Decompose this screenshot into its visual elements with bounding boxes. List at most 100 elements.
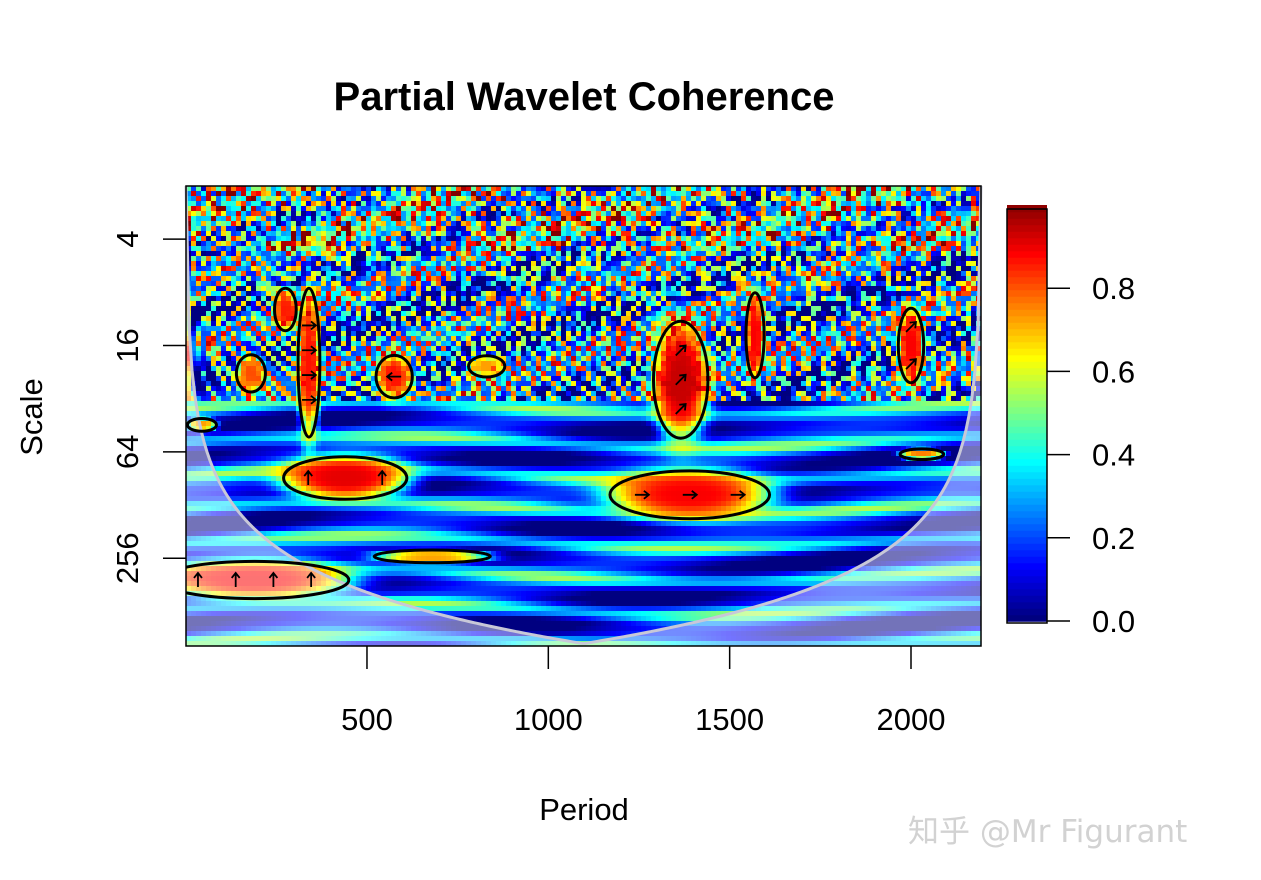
heatmap-cell xyxy=(666,296,672,302)
heatmap-cell xyxy=(571,196,577,202)
heatmap-cell xyxy=(756,286,762,292)
heatmap-cell xyxy=(336,286,342,292)
heatmap-cell xyxy=(556,271,562,277)
heatmap-cell xyxy=(656,271,662,277)
heatmap-cell xyxy=(636,221,642,227)
heatmap-cell xyxy=(611,196,617,202)
heatmap-cell xyxy=(566,321,572,327)
heatmap-cell xyxy=(901,236,907,242)
heatmap-cell xyxy=(371,316,377,322)
heatmap-cell xyxy=(491,236,497,242)
heatmap-cell xyxy=(401,331,407,337)
heatmap-cell xyxy=(306,191,312,197)
heatmap-cell xyxy=(531,186,537,192)
heatmap-cell xyxy=(721,256,727,262)
heatmap-cell xyxy=(591,266,597,272)
heatmap-cell xyxy=(431,206,437,212)
heatmap-cell xyxy=(611,261,617,267)
heatmap-cell xyxy=(476,246,482,252)
heatmap-cell xyxy=(536,201,542,207)
heatmap-cell xyxy=(686,281,692,287)
heatmap-cell xyxy=(361,246,367,252)
heatmap-cell xyxy=(206,236,212,242)
heatmap-cell xyxy=(321,246,327,252)
heatmap-cell xyxy=(791,221,797,227)
heatmap-cell xyxy=(421,281,427,287)
heatmap-cell xyxy=(351,316,357,322)
heatmap-cell xyxy=(391,221,397,227)
heatmap-cell xyxy=(496,201,502,207)
heatmap-cell xyxy=(646,331,652,337)
heatmap-cell xyxy=(971,321,977,327)
heatmap-cell xyxy=(281,251,287,257)
heatmap-cell xyxy=(206,231,212,237)
heatmap-cell xyxy=(661,291,667,297)
heatmap-cell xyxy=(941,301,947,307)
heatmap-cell xyxy=(601,206,607,212)
heatmap-cell xyxy=(881,186,887,192)
heatmap-cell xyxy=(611,226,617,232)
heatmap-cell xyxy=(821,221,827,227)
heatmap-cell xyxy=(221,336,227,342)
heatmap-cell xyxy=(796,281,802,287)
heatmap-cell xyxy=(746,326,752,332)
heatmap-cell xyxy=(851,266,857,272)
heatmap-cell xyxy=(856,266,862,272)
heatmap-cell xyxy=(861,266,867,272)
heatmap-cell xyxy=(646,336,652,342)
heatmap-cell xyxy=(971,211,977,217)
heatmap-cell xyxy=(896,201,902,207)
heatmap-cell xyxy=(731,191,737,197)
heatmap-cell xyxy=(511,311,517,317)
heatmap-cell xyxy=(956,291,962,297)
heatmap-cell xyxy=(456,216,462,222)
heatmap-cell xyxy=(426,266,432,272)
heatmap-cell xyxy=(586,196,592,202)
heatmap-cell xyxy=(211,306,217,312)
heatmap-cell xyxy=(771,216,777,222)
heatmap-cell xyxy=(401,316,407,322)
heatmap-cell xyxy=(431,241,437,247)
heatmap-cell xyxy=(436,321,442,327)
heatmap-cell xyxy=(971,246,977,252)
heatmap-cell xyxy=(336,306,342,312)
heatmap-cell xyxy=(346,331,352,337)
heatmap-cell xyxy=(771,331,777,337)
heatmap-cell xyxy=(931,206,937,212)
heatmap-cell xyxy=(356,281,362,287)
heatmap-cell xyxy=(781,266,787,272)
heatmap-cell xyxy=(646,246,652,252)
heatmap-cell xyxy=(886,211,892,217)
heatmap-cell xyxy=(496,301,502,307)
heatmap-cell xyxy=(336,321,342,327)
heatmap-cell xyxy=(286,196,292,202)
heatmap-cell xyxy=(951,241,957,247)
heatmap-cell xyxy=(971,266,977,272)
heatmap-cell xyxy=(951,336,957,342)
heatmap-cell xyxy=(831,281,837,287)
heatmap-cell xyxy=(736,316,742,322)
heatmap-cell xyxy=(351,266,357,272)
heatmap-cell xyxy=(661,201,667,207)
heatmap-cell xyxy=(706,186,712,192)
heatmap-cell xyxy=(631,251,637,257)
heatmap-cell xyxy=(891,311,897,317)
heatmap-cell xyxy=(306,211,312,217)
heatmap-cell xyxy=(196,221,202,227)
heatmap-cell xyxy=(586,311,592,317)
heatmap-cell xyxy=(811,196,817,202)
heatmap-cell xyxy=(341,191,347,197)
heatmap-cell xyxy=(351,216,357,222)
heatmap-cell xyxy=(206,281,212,287)
heatmap-cell xyxy=(976,196,982,202)
heatmap-cell xyxy=(546,196,552,202)
heatmap-cell xyxy=(536,301,542,307)
heatmap-cell xyxy=(636,311,642,317)
heatmap-cell xyxy=(361,221,367,227)
heatmap-cell xyxy=(346,236,352,242)
heatmap-cell xyxy=(956,221,962,227)
heatmap-cell xyxy=(186,226,192,232)
heatmap-cell xyxy=(721,291,727,297)
heatmap-cell xyxy=(966,196,972,202)
heatmap-cell xyxy=(866,206,872,212)
